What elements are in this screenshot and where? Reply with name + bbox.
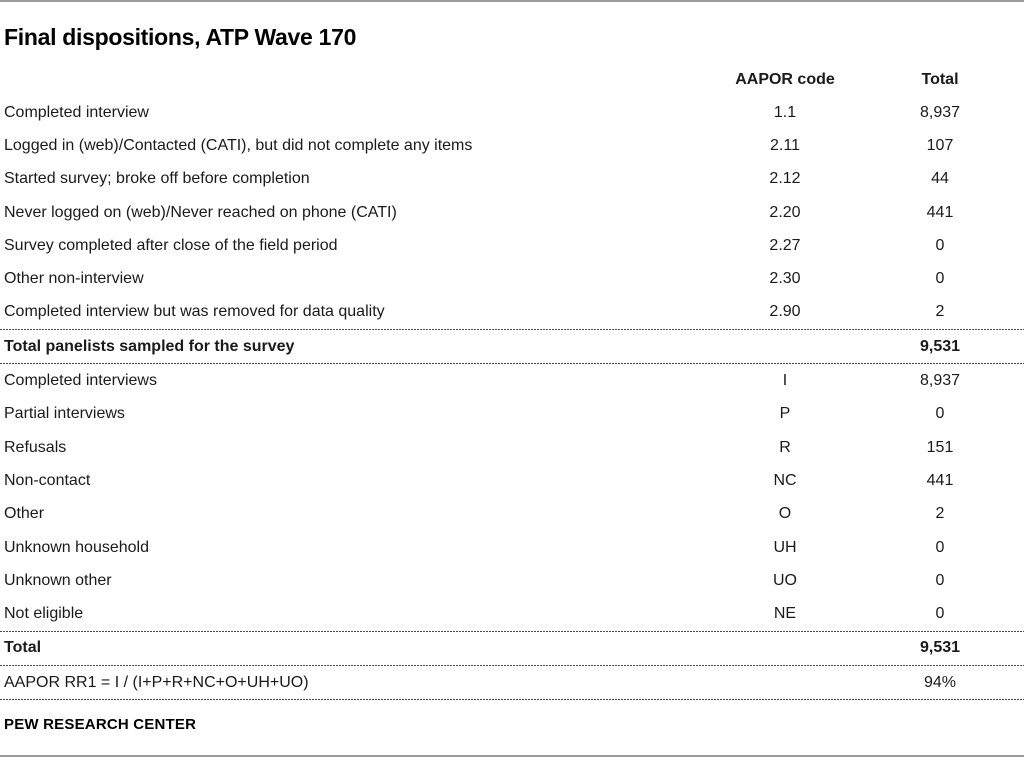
row-label: Completed interview <box>4 103 149 121</box>
aapor-code-cell: UH <box>773 538 797 556</box>
table-row: Completed interviews I 8,937 <box>0 364 1024 397</box>
table-row: Partial interviews P 0 <box>0 398 1024 431</box>
aapor-code-cell: I <box>782 372 788 390</box>
total-cell: 151 <box>926 438 954 456</box>
dotted-rule <box>0 699 1024 701</box>
table-row: Completed interview 1.1 8,937 <box>0 96 1024 129</box>
dotted-rule <box>0 363 1024 365</box>
row-label: Unknown household <box>4 538 149 556</box>
aapor-code-cell: 2.90 <box>769 303 801 321</box>
total-cell: 0 <box>935 538 945 556</box>
dotted-rule <box>0 630 1024 632</box>
table-row: Other non-interview 2.30 0 <box>0 262 1024 295</box>
source-attribution: PEW RESEARCH CENTER <box>4 716 197 734</box>
aapor-code-cell: P <box>779 405 791 423</box>
dotted-rule <box>0 665 1024 667</box>
row-label: Unknown other <box>4 571 112 589</box>
row-label: AAPOR RR1 = I / (I+P+R+NC+O+UH+UO) <box>4 673 309 691</box>
aapor-code-cell: 2.12 <box>769 170 801 188</box>
table-header-row: AAPOR code Total <box>0 64 1024 96</box>
aapor-code-cell: 2.11 <box>770 136 800 154</box>
aapor-code-cell: UO <box>773 571 797 589</box>
total-cell: 94% <box>923 673 957 691</box>
table-row: Never logged on (web)/Never reached on p… <box>0 196 1024 229</box>
bottom-rule <box>0 755 1024 757</box>
row-label: Not eligible <box>4 605 84 623</box>
row-label: Partial interviews <box>4 405 125 423</box>
header-total: Total <box>921 71 959 88</box>
grand-total-row: Total 9,531 <box>0 632 1024 665</box>
table-row: Started survey; broke off before complet… <box>0 163 1024 196</box>
total-cell: 9,531 <box>919 639 961 657</box>
total-cell: 8,937 <box>919 103 961 121</box>
sampled-total-row: Total panelists sampled for the survey 9… <box>0 330 1024 363</box>
response-rate-row: AAPOR RR1 = I / (I+P+R+NC+O+UH+UO) 94% <box>0 666 1024 699</box>
dispositions-table: AAPOR code Total Completed interview 1.1… <box>0 64 1024 701</box>
total-cell: 9,531 <box>919 337 961 355</box>
row-label: Logged in (web)/Contacted (CATI), but di… <box>4 136 473 154</box>
total-cell: 0 <box>935 571 945 589</box>
table-row: Logged in (web)/Contacted (CATI), but di… <box>0 129 1024 162</box>
table-row: Refusals R 151 <box>0 431 1024 464</box>
total-cell: 107 <box>926 136 954 154</box>
aapor-code-cell: 2.27 <box>769 236 801 254</box>
aapor-code-cell: 2.20 <box>769 203 801 221</box>
row-label: Refusals <box>4 438 67 456</box>
top-rule <box>0 0 1024 2</box>
row-label: Started survey; broke off before complet… <box>4 170 310 188</box>
page-title: Final dispositions, ATP Wave 170 <box>4 24 357 50</box>
total-cell: 441 <box>926 203 954 221</box>
aapor-code-cell: NE <box>773 605 797 623</box>
total-cell: 44 <box>931 170 949 188</box>
row-label: Non-contact <box>4 471 91 489</box>
total-cell: 0 <box>935 405 945 423</box>
table-row: Not eligible NE 0 <box>0 597 1024 630</box>
aapor-code-cell: R <box>779 438 791 456</box>
table-row: Unknown other UO 0 <box>0 564 1024 597</box>
row-label: Total <box>4 639 42 657</box>
total-cell: 2 <box>935 505 945 523</box>
aapor-code-cell: 1.1 <box>773 103 797 121</box>
dotted-rule <box>0 329 1024 331</box>
total-cell: 0 <box>935 236 945 254</box>
row-label: Never logged on (web)/Never reached on p… <box>4 203 397 221</box>
table-row: Unknown household UH 0 <box>0 531 1024 564</box>
total-cell: 2 <box>935 303 945 321</box>
total-cell: 8,937 <box>919 372 961 390</box>
row-label: Completed interviews <box>4 372 157 390</box>
table-row: Completed interview but was removed for … <box>0 296 1024 329</box>
total-cell: 0 <box>935 605 945 623</box>
row-label: Other <box>4 505 45 523</box>
header-aapor-code: AAPOR code <box>735 71 835 88</box>
aapor-code-cell: 2.30 <box>769 270 801 288</box>
table-row: Survey completed after close of the fiel… <box>0 229 1024 262</box>
row-label: Other non-interview <box>4 270 144 288</box>
table-row: Other O 2 <box>0 498 1024 531</box>
table-row: Non-contact NC 441 <box>0 464 1024 497</box>
row-label: Survey completed after close of the fiel… <box>4 236 338 254</box>
aapor-code-cell: O <box>778 505 792 523</box>
row-label: Total panelists sampled for the survey <box>4 337 295 355</box>
total-cell: 0 <box>935 270 945 288</box>
row-label: Completed interview but was removed for … <box>4 303 385 321</box>
aapor-code-cell: NC <box>773 471 797 489</box>
total-cell: 441 <box>926 471 954 489</box>
